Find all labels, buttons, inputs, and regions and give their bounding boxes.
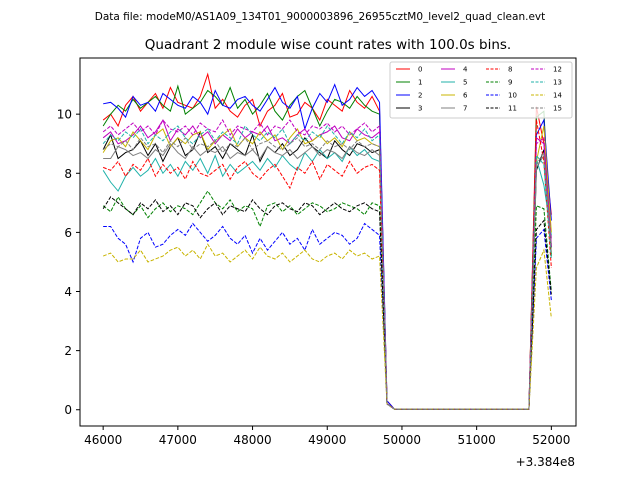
series-line-9 <box>102 190 552 410</box>
y-tick-label: 2 <box>64 344 72 358</box>
legend-label-1: 1 <box>418 79 422 87</box>
y-tick-label: 8 <box>64 167 72 181</box>
series-line-0 <box>102 72 552 410</box>
x-tick-label: 52000 <box>532 433 570 447</box>
legend-label-11: 11 <box>508 105 517 113</box>
series-line-1 <box>102 84 552 410</box>
legend-label-7: 7 <box>463 105 467 113</box>
legend-label-5: 5 <box>463 79 467 87</box>
x-axis: 46000 47000 48000 49000 50000 51000 52000 <box>84 426 570 447</box>
legend-label-9: 9 <box>508 79 512 87</box>
legend-label-12: 12 <box>553 66 562 74</box>
legend-label-8: 8 <box>508 66 512 74</box>
legend-label-6: 6 <box>463 92 468 100</box>
series-line-10 <box>103 222 552 410</box>
legend-label-0: 0 <box>418 66 422 74</box>
x-offset-label: +3.384e8 <box>516 455 575 469</box>
y-tick-label: 4 <box>64 285 72 299</box>
series-line-5 <box>102 145 552 410</box>
legend-label-2: 2 <box>418 92 422 100</box>
y-tick-label: 0 <box>64 403 72 417</box>
plot-area <box>102 72 552 410</box>
series-line-8 <box>102 119 552 410</box>
series-line-7 <box>103 142 552 410</box>
series-line-6 <box>102 125 552 410</box>
y-tick-label: 6 <box>64 226 72 240</box>
legend-label-13: 13 <box>553 79 562 87</box>
figure-suptitle: Data file: modeM0/AS1A09_134T01_90000038… <box>95 11 546 23</box>
legend-label-4: 4 <box>463 66 468 74</box>
x-tick-label: 50000 <box>383 433 421 447</box>
series-line-4 <box>102 118 552 410</box>
series-line-13 <box>102 125 552 410</box>
series-line-11 <box>102 196 552 410</box>
x-tick-label: 47000 <box>159 433 197 447</box>
y-tick-label: 10 <box>57 108 72 122</box>
plot-frame <box>79 57 577 427</box>
series-line-14 <box>102 243 552 410</box>
legend-box <box>389 61 573 119</box>
series-line-12 <box>102 119 552 410</box>
x-tick-label: 51000 <box>458 433 496 447</box>
chart-title: Quadrant 2 module wise count rates with … <box>145 37 511 53</box>
series-line-15 <box>102 136 552 410</box>
legend-label-14: 14 <box>553 92 562 100</box>
x-tick-label: 49000 <box>308 433 346 447</box>
x-tick-label: 46000 <box>84 433 122 447</box>
legend-label-15: 15 <box>553 105 562 113</box>
series-line-2 <box>103 83 552 410</box>
legend-label-10: 10 <box>508 92 517 100</box>
legend-label-3: 3 <box>418 105 422 113</box>
y-axis: 0 2 4 6 8 10 <box>57 108 80 417</box>
x-tick-label: 48000 <box>233 433 271 447</box>
